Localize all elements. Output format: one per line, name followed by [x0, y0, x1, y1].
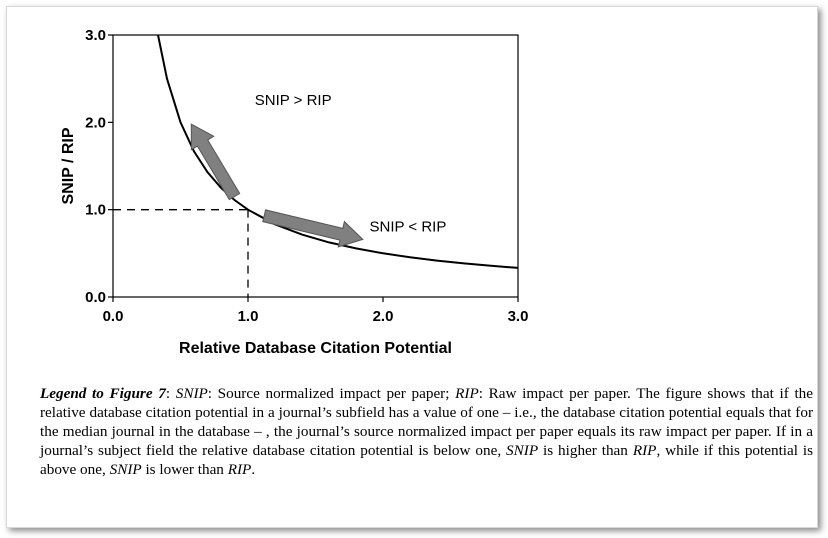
- plot-frame: [112, 34, 519, 298]
- y-tick-label: 1.0: [85, 202, 106, 219]
- figure-card: 0.0 1.0 2.0 3.0 0.0 1.0 2.0 3.0 SNIP > RIP SNIP …: [6, 6, 818, 528]
- caption-text: : Raw impact per paper. The figure shows…: [40, 385, 813, 459]
- x-tick-label: 1.0: [238, 308, 259, 325]
- caption-text: :: [165, 385, 176, 402]
- arrow-group: [190, 123, 364, 248]
- y-tick-label: 3.0: [85, 27, 106, 44]
- annotation-group: SNIP > RIP SNIP < RIP: [255, 92, 447, 236]
- snip-rip-chart: 0.0 1.0 2.0 3.00.01.02.03.0 SNIP > RIPSNIP …: [60, 27, 528, 357]
- x-tick-label: 0.0: [103, 308, 124, 325]
- x-axis-title: Relative Database Citation Potential: [179, 340, 452, 357]
- y-tick-label: 2.0: [85, 114, 106, 131]
- figure-caption: Legend to Figure 7: SNIP: Source normali…: [40, 384, 813, 479]
- caption-text: is lower than: [141, 461, 228, 478]
- caption-term: SNIP: [506, 442, 539, 459]
- x-tick-label: 3.0: [508, 308, 529, 325]
- caption-legend-title: Legend to Figure 7: [40, 385, 166, 402]
- reference-lines: [113, 209, 249, 297]
- caption-term: RIP: [455, 385, 479, 402]
- caption-term: RIP: [632, 442, 657, 459]
- tick-group: 0.0 1.0 2.0 3.0 0.0 1.0 2.0 3.0: [85, 27, 528, 325]
- caption-term: RIP: [227, 461, 252, 478]
- caption-term: SNIP: [109, 461, 142, 478]
- annotation-label: SNIP < RIP: [370, 219, 447, 236]
- caption-text: .: [251, 461, 256, 478]
- caption-text: : Source normalized impact per paper;: [207, 385, 456, 402]
- block-arrow: [190, 123, 241, 201]
- y-tick-label: 0.0: [85, 289, 106, 306]
- block-arrow: [262, 209, 364, 248]
- axes: [112, 34, 519, 298]
- x-tick-label: 2.0: [373, 308, 394, 325]
- caption-text: is higher than: [538, 442, 633, 459]
- y-axis-title: SNIP / RIP: [60, 127, 77, 204]
- annotation-label: SNIP > RIP: [255, 92, 332, 109]
- caption-term: SNIP: [175, 385, 208, 402]
- caption-text: , while if this potential is above one,: [40, 442, 814, 478]
